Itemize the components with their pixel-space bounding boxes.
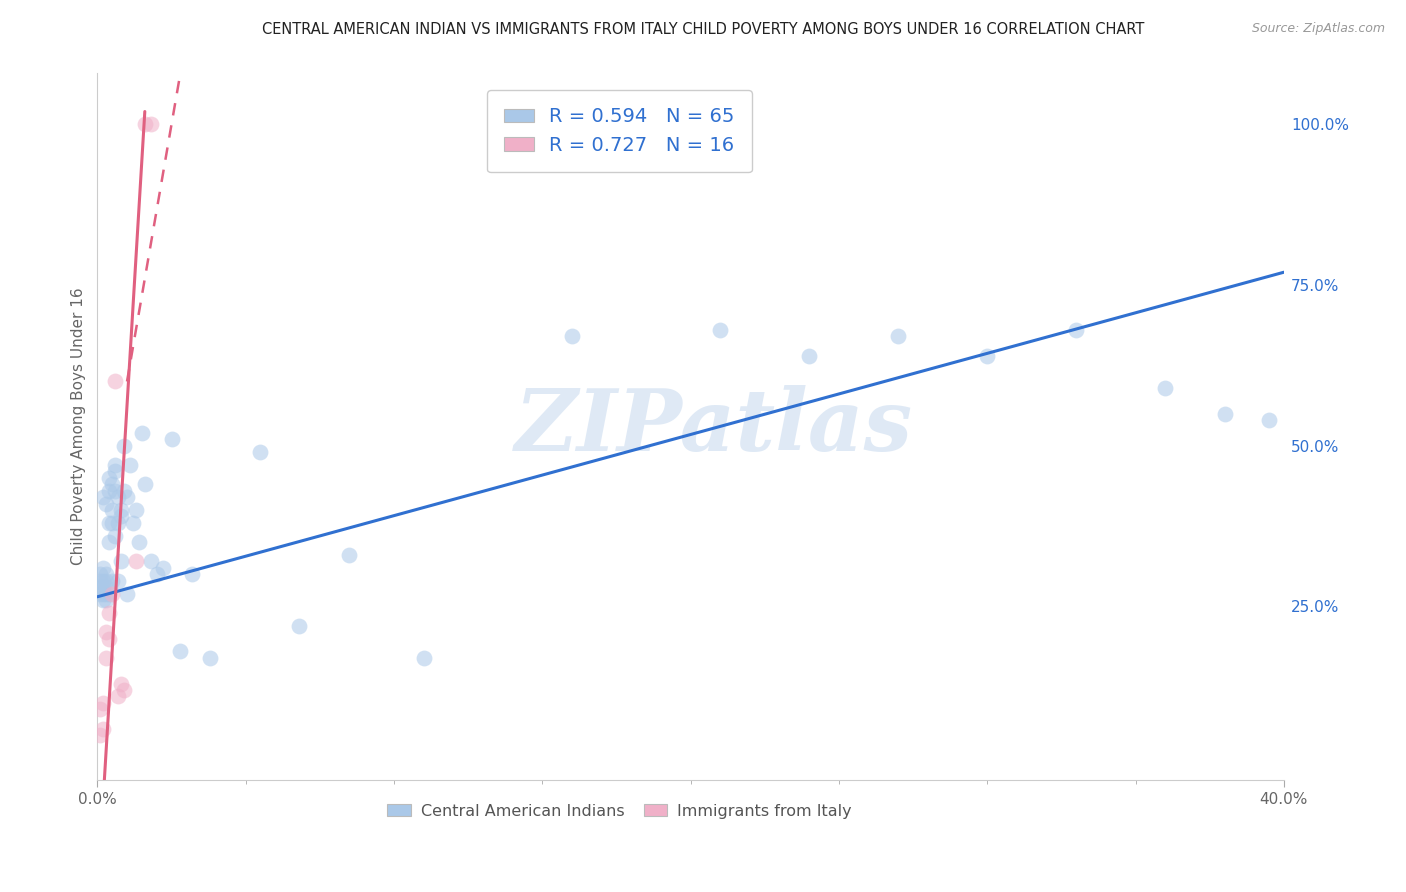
- Point: [96, 650, 118, 665]
- Point: [96, 625, 118, 640]
- Point: [101, 477, 124, 491]
- Point: [887, 329, 910, 343]
- Point: [96, 574, 118, 588]
- Point: [104, 465, 127, 479]
- Point: [96, 593, 118, 607]
- Point: [198, 650, 221, 665]
- Point: [101, 574, 124, 588]
- Point: [91, 580, 114, 594]
- Y-axis label: Child Poverty Among Boys Under 16: Child Poverty Among Boys Under 16: [72, 287, 86, 566]
- Point: [134, 477, 156, 491]
- Point: [976, 349, 998, 363]
- Point: [107, 574, 129, 588]
- Point: [288, 618, 311, 632]
- Point: [122, 516, 145, 530]
- Point: [91, 574, 114, 588]
- Point: [412, 650, 434, 665]
- Point: [139, 554, 162, 568]
- Point: [96, 567, 118, 582]
- Text: Source: ZipAtlas.com: Source: ZipAtlas.com: [1251, 22, 1385, 36]
- Point: [91, 696, 114, 710]
- Point: [181, 567, 204, 582]
- Point: [91, 593, 114, 607]
- Point: [561, 329, 583, 343]
- Point: [91, 490, 114, 504]
- Point: [104, 458, 127, 472]
- Point: [104, 375, 127, 389]
- Point: [89, 580, 111, 594]
- Point: [799, 349, 821, 363]
- Point: [1064, 323, 1087, 337]
- Point: [339, 548, 361, 562]
- Point: [145, 567, 167, 582]
- Point: [96, 580, 118, 594]
- Point: [1258, 413, 1281, 427]
- Point: [110, 676, 132, 690]
- Point: [110, 554, 132, 568]
- Point: [96, 497, 118, 511]
- Point: [98, 632, 121, 646]
- Point: [134, 117, 156, 131]
- Point: [91, 722, 114, 736]
- Point: [128, 535, 150, 549]
- Point: [91, 586, 114, 600]
- Point: [125, 554, 148, 568]
- Point: [1154, 381, 1177, 395]
- Point: [101, 586, 124, 600]
- Legend: Central American Indians, Immigrants from Italy: Central American Indians, Immigrants fro…: [381, 797, 858, 825]
- Point: [89, 728, 111, 742]
- Point: [112, 483, 135, 498]
- Point: [152, 561, 174, 575]
- Point: [110, 503, 132, 517]
- Point: [104, 529, 127, 543]
- Point: [89, 574, 111, 588]
- Point: [101, 503, 124, 517]
- Point: [107, 490, 129, 504]
- Point: [98, 606, 121, 620]
- Point: [101, 516, 124, 530]
- Text: CENTRAL AMERICAN INDIAN VS IMMIGRANTS FROM ITALY CHILD POVERTY AMONG BOYS UNDER : CENTRAL AMERICAN INDIAN VS IMMIGRANTS FR…: [262, 22, 1144, 37]
- Point: [96, 586, 118, 600]
- Point: [139, 117, 162, 131]
- Point: [89, 702, 111, 716]
- Point: [112, 683, 135, 698]
- Point: [98, 516, 121, 530]
- Text: ZIPatlas: ZIPatlas: [515, 384, 914, 468]
- Point: [169, 644, 191, 658]
- Point: [98, 483, 121, 498]
- Point: [115, 490, 138, 504]
- Point: [125, 503, 148, 517]
- Point: [115, 586, 138, 600]
- Point: [98, 471, 121, 485]
- Point: [98, 535, 121, 549]
- Point: [131, 425, 153, 440]
- Point: [1213, 407, 1236, 421]
- Point: [104, 483, 127, 498]
- Point: [107, 690, 129, 704]
- Point: [249, 445, 271, 459]
- Point: [118, 458, 141, 472]
- Point: [709, 323, 731, 337]
- Point: [112, 439, 135, 453]
- Point: [89, 567, 111, 582]
- Point: [89, 586, 111, 600]
- Point: [160, 433, 183, 447]
- Point: [91, 561, 114, 575]
- Point: [110, 509, 132, 524]
- Point: [98, 586, 121, 600]
- Point: [107, 516, 129, 530]
